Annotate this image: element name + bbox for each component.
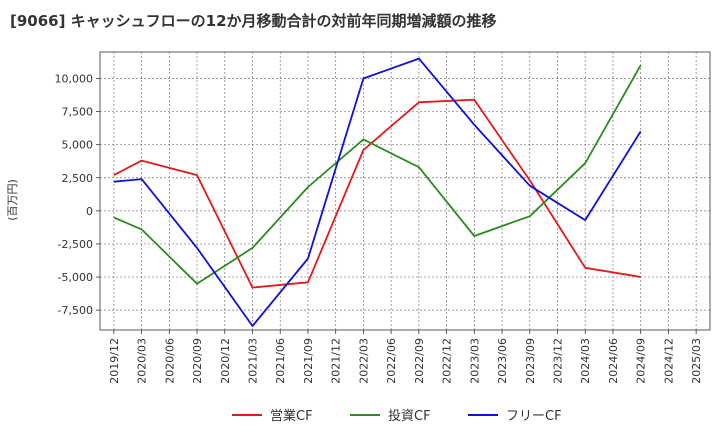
x-tick-label: 2022/03 [357,338,370,384]
y-tick-label: -5,000 [58,271,93,284]
x-tick-label: 2023/06 [496,338,509,384]
y-tick-label: 2,500 [62,172,94,185]
y-axis-label: (百万円) [6,179,19,221]
x-tick-label: 2021/09 [302,338,315,384]
x-tick-label: 2020/03 [136,338,149,384]
x-axis-ticks: 2019/12 2020/03 2020/06 2020/09 2020/12 2021/… [108,330,703,384]
y-tick-label: 0 [86,205,93,218]
x-tick-label: 2023/03 [468,338,481,384]
x-tick-label: 2022/06 [385,338,398,384]
x-tick-label: 2024/12 [662,338,675,384]
y-axis-ticks: 10,000 7,500 5,000 2,500 0 -2,500 -5,000 -7,500 [55,72,100,317]
y-tick-label: 5,000 [62,139,94,152]
x-tick-label: 2024/03 [579,338,592,384]
y-tick-label: -2,500 [58,238,93,251]
x-tick-label: 2021/06 [274,338,287,384]
y-tick-label: 7,500 [62,106,94,119]
x-tick-label: 2024/09 [635,338,648,384]
legend-label-0: 営業CF [270,408,313,424]
series-line-1 [113,64,642,285]
x-tick-label: 2020/06 [163,338,176,384]
chart-title: [9066] キャッシュフローの12か月移動合計の対前年同期増減額の推移 [10,12,497,30]
x-tick-label: 2021/03 [247,338,260,384]
x-tick-label: 2023/09 [524,338,537,384]
x-tick-label: 2024/06 [607,338,620,384]
y-tick-label: -7,500 [58,304,93,317]
series-line-2 [113,57,642,327]
legend-label-1: 投資CF [388,408,431,424]
x-tick-label: 2021/12 [330,338,343,384]
x-tick-label: 2019/12 [108,338,121,384]
x-tick-label: 2025/03 [690,338,703,384]
legend-label-2: フリーCF [506,409,562,424]
x-tick-label: 2023/12 [552,338,565,384]
x-tick-label: 2020/12 [219,338,232,384]
grid-layer [100,52,710,330]
x-tick-label: 2022/12 [441,338,454,384]
y-tick-label: 10,000 [55,72,94,85]
plot-area [99,51,711,331]
legend: 営業CF 投資CF フリーCF [232,408,562,424]
x-tick-label: 2022/09 [413,338,426,384]
series-line-0 [113,98,641,289]
x-tick-label: 2020/09 [191,338,204,384]
series-layer [113,57,642,327]
